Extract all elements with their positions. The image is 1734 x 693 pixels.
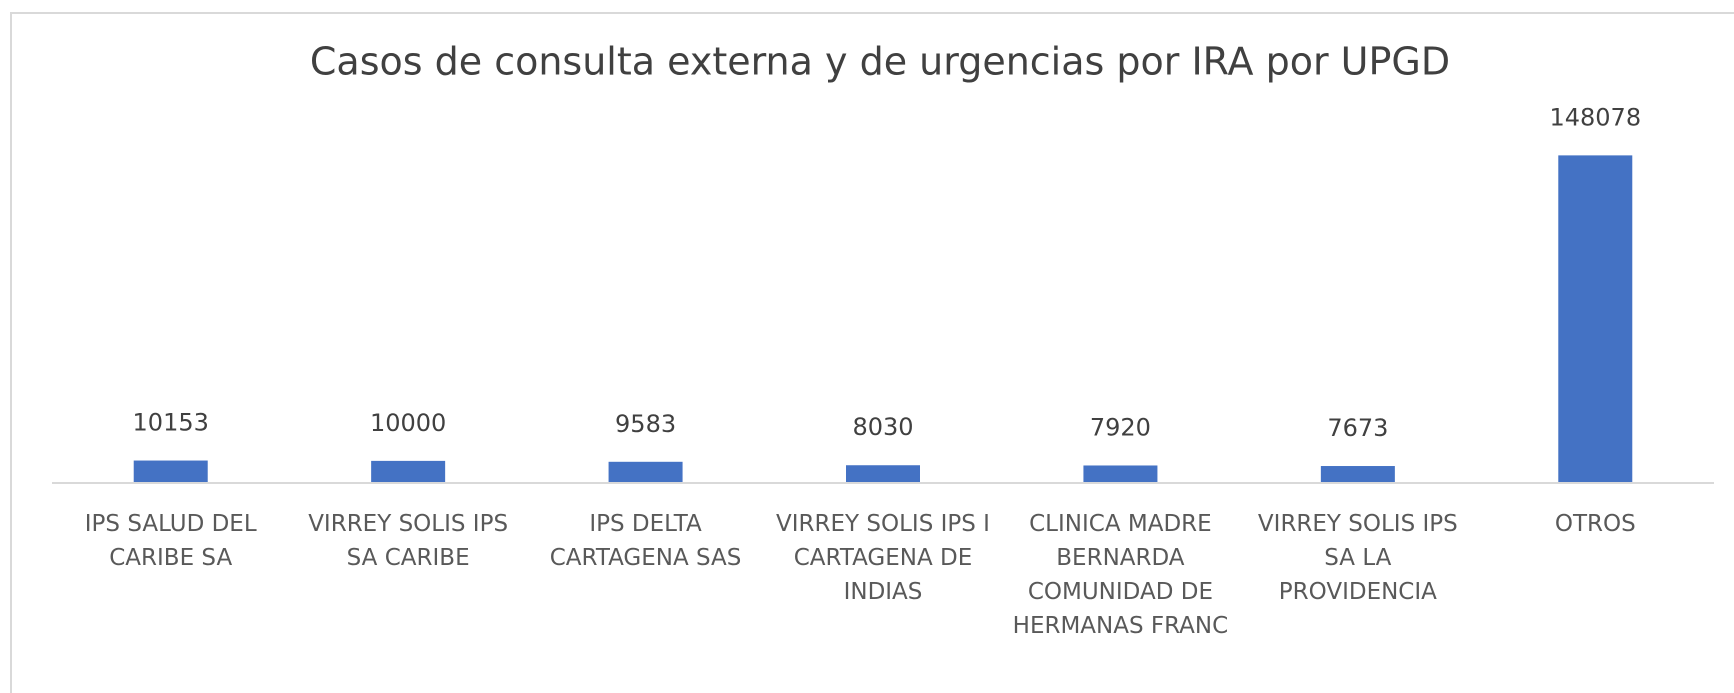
bar: [846, 465, 920, 483]
bar: [1083, 465, 1158, 483]
bar: [133, 460, 208, 483]
x-tick-label: OTROS: [1554, 511, 1636, 537]
data-label: 10000: [370, 409, 446, 437]
chart-title: Casos de consulta externa y de urgencias…: [310, 40, 1450, 84]
x-tick-label: CLINICA MADRE BERNARDA COMUNIDAD DE HERM…: [1012, 511, 1229, 639]
data-label: 148078: [1549, 103, 1641, 131]
data-label: 7673: [1327, 414, 1388, 442]
x-tick-label: VIRREY SOLIS IPS SA CARIBE: [308, 511, 509, 571]
bar: [608, 461, 683, 483]
bar: [1558, 155, 1633, 483]
bar: [1320, 466, 1395, 483]
x-tick-label: IPS SALUD DEL CARIBE SA: [84, 511, 257, 571]
x-tick-label: IPS DELTA CARTAGENA SAS: [549, 511, 742, 571]
data-label: 9583: [615, 410, 676, 438]
data-label: 10153: [133, 409, 209, 437]
bar: [371, 460, 446, 483]
x-tick-label: VIRREY SOLIS IPS SA LA PROVIDENCIA: [1257, 511, 1458, 605]
data-label: 7920: [1090, 413, 1151, 441]
chart-border: [10, 12, 1734, 693]
data-label: 8030: [852, 413, 913, 441]
x-tick-label: VIRREY SOLIS IPS I CARTAGENA DE INDIAS: [776, 511, 990, 605]
